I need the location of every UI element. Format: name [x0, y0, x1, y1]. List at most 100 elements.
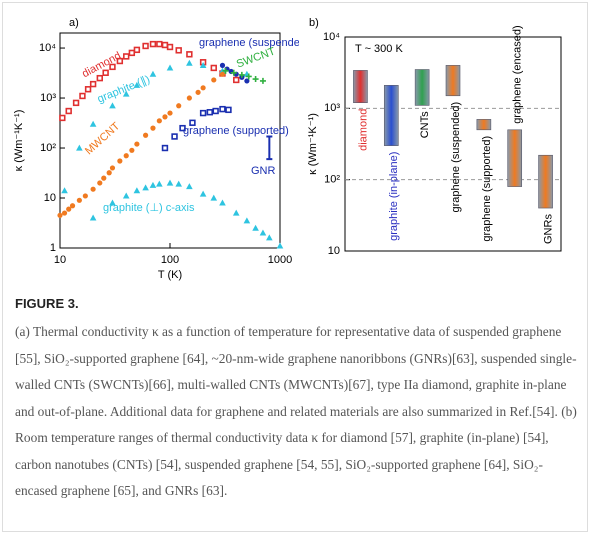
- y-tick-label: 10: [44, 192, 56, 204]
- data-point: [72, 99, 80, 107]
- x-tick-label: 100: [161, 254, 179, 266]
- data-point: [156, 40, 163, 48]
- category-label: graphene (supported): [481, 136, 493, 242]
- data-point: [259, 77, 266, 84]
- data-point: [149, 40, 157, 48]
- range-bar: [538, 154, 553, 209]
- data-point: [276, 242, 284, 249]
- panel-a: a)T (K)κ (Wm⁻¹K⁻¹)10 100 100011010²10³10⁴d…: [13, 17, 299, 281]
- data-point: [186, 183, 193, 190]
- data-point: [206, 109, 213, 116]
- data-point: [230, 69, 237, 76]
- data-point: [252, 76, 259, 83]
- data-point: [59, 114, 66, 122]
- data-point: [219, 62, 226, 68]
- data-point: [89, 214, 97, 221]
- data-point: [84, 86, 92, 93]
- category-label: diamond: [357, 109, 369, 151]
- x-axis-label: T (K): [158, 269, 182, 281]
- data-point: [149, 181, 157, 188]
- data-point: [186, 95, 192, 101]
- data-point: [133, 187, 141, 194]
- data-point: [57, 212, 63, 218]
- range-bar: [476, 119, 492, 131]
- range-bar: [445, 65, 461, 97]
- data-point: [200, 85, 206, 91]
- data-point: [225, 106, 232, 114]
- y-tick-label: 10³: [40, 92, 56, 104]
- data-point: [179, 124, 186, 132]
- data-point: [244, 78, 250, 84]
- data-point: [101, 175, 107, 181]
- data-point: [109, 199, 116, 206]
- data-point: [142, 132, 149, 138]
- data-point: [167, 110, 173, 116]
- category-label: CNTs: [419, 111, 431, 138]
- data-point: [166, 179, 174, 186]
- data-point: [150, 125, 156, 131]
- panel-label: a): [69, 17, 79, 29]
- data-point: [162, 114, 168, 120]
- y-axis-label: κ (Wm⁻¹K⁻¹): [13, 110, 25, 172]
- panel-label: b): [309, 17, 319, 29]
- data-point: [186, 59, 193, 66]
- y-tick-label: 10³: [324, 102, 340, 114]
- data-point: [175, 180, 183, 187]
- data-point: [243, 217, 251, 224]
- series-label: MWCNT: [83, 120, 123, 157]
- data-point: [210, 194, 218, 201]
- x-tick-label: 1000: [268, 254, 292, 266]
- data-point: [195, 89, 201, 95]
- range-bar: [414, 69, 430, 106]
- series-label: graphite (⊥) c-axis: [103, 202, 195, 214]
- plot-frame: [344, 36, 562, 252]
- series-label: graphite (∥): [96, 74, 152, 106]
- series-label: GNR: [251, 165, 276, 177]
- data-point: [134, 141, 140, 147]
- data-point: [219, 67, 226, 74]
- data-point: [128, 49, 136, 57]
- annotation: T ~ 300 K: [355, 43, 403, 55]
- data-point: [133, 46, 141, 54]
- data-point: [210, 64, 217, 72]
- range-bar: [507, 129, 523, 187]
- panel-b: b) T ~ 300 K κ (Wm⁻¹K⁻¹) 10 10² 10³ 10⁴ diamond…: [307, 17, 562, 257]
- caption: (a) Thermal conductivity κ as a function…: [15, 324, 577, 498]
- series-label: SWCNT: [235, 45, 277, 70]
- data-point: [89, 80, 97, 88]
- data-point: [199, 190, 207, 197]
- data-point: [166, 43, 174, 51]
- data-point: [61, 210, 68, 216]
- data-point: [232, 209, 240, 216]
- data-point: [166, 64, 174, 71]
- data-point: [109, 102, 116, 109]
- series-label: graphene (suspended): [199, 37, 299, 49]
- data-point: [219, 199, 226, 206]
- data-point: [175, 47, 182, 54]
- data-point: [61, 187, 68, 194]
- data-point: [109, 165, 116, 171]
- y-tick-label: 10²: [40, 142, 56, 154]
- data-point: [266, 234, 273, 241]
- data-point: [122, 90, 130, 97]
- range-bar: [353, 70, 368, 103]
- x-tick-label: 10: [54, 254, 66, 266]
- data-point: [82, 193, 88, 199]
- data-point: [79, 92, 86, 100]
- data-point: [65, 107, 72, 115]
- data-point: [238, 71, 245, 78]
- data-point: [171, 133, 178, 140]
- figure-label: FIGURE 3.: [15, 296, 79, 311]
- data-point: [76, 144, 83, 151]
- data-point: [233, 76, 240, 84]
- data-point: [90, 186, 96, 192]
- data-point: [122, 192, 130, 199]
- range-bar: [383, 85, 399, 146]
- category-label: graphene (suspended): [450, 102, 462, 213]
- data-point: [161, 144, 169, 152]
- data-point: [66, 206, 72, 212]
- data-point: [212, 107, 219, 115]
- data-point: [222, 67, 229, 74]
- y-tick-label: 10: [328, 245, 340, 257]
- data-point: [69, 203, 76, 209]
